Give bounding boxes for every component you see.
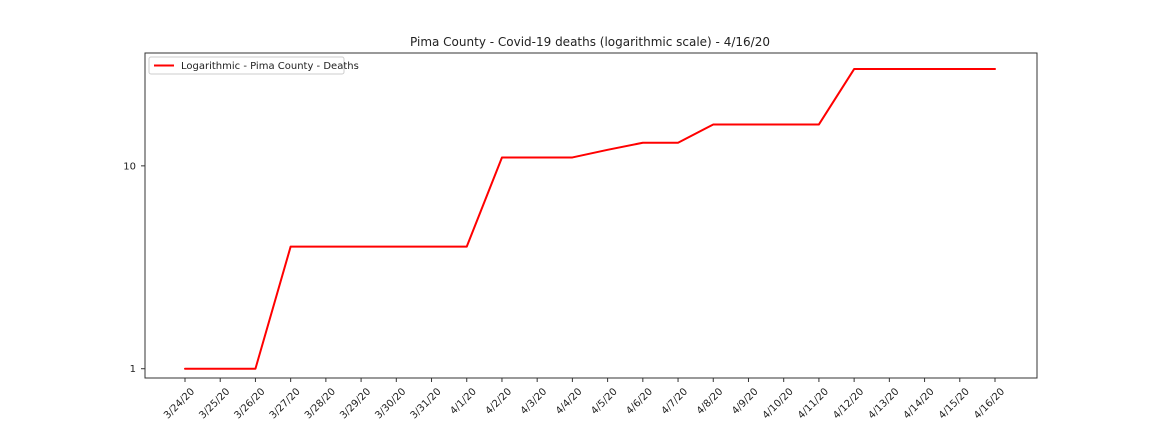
- legend-label: Logarithmic - Pima County - Deaths: [181, 61, 359, 72]
- x-tick-label: 4/12/20: [831, 386, 866, 421]
- x-tick-label: 3/29/20: [338, 386, 373, 421]
- x-tick-label: 3/31/20: [409, 386, 444, 421]
- x-tick-label: 3/26/20: [233, 386, 268, 421]
- chart-title: Pima County - Covid-19 deaths (logarithm…: [410, 35, 770, 49]
- x-tick-label: 4/13/20: [866, 386, 901, 421]
- x-tick-label: 4/15/20: [937, 386, 972, 421]
- x-tick-label: 3/27/20: [268, 386, 303, 421]
- y-tick-label: 1: [130, 364, 136, 375]
- x-tick-label: 4/14/20: [902, 386, 937, 421]
- x-tick-label: 4/7/20: [660, 386, 691, 417]
- x-tick-label: 4/11/20: [796, 386, 831, 421]
- x-tick-label: 4/3/20: [519, 386, 550, 417]
- plot-area: [144, 52, 1038, 379]
- x-tick-label: 4/1/20: [448, 386, 479, 417]
- x-tick-label: 3/30/20: [373, 386, 408, 421]
- x-tick-label: 3/25/20: [197, 386, 232, 421]
- x-tick-label: 4/8/20: [695, 386, 726, 417]
- series-line-deaths: [184, 68, 996, 370]
- x-tick-label: 4/5/20: [589, 386, 620, 417]
- y-tick-label: 10: [123, 161, 136, 172]
- x-tick-label: 4/6/20: [624, 386, 655, 417]
- y-axis: 1 10: [123, 161, 145, 375]
- legend-box: [148, 56, 345, 75]
- x-tick-label: 3/28/20: [303, 386, 338, 421]
- series-layer: [184, 68, 996, 370]
- x-tick-label: 4/16/20: [972, 386, 1007, 421]
- legend: Logarithmic - Pima County - Deaths: [148, 56, 359, 75]
- x-axis: 3/24/20 3/25/20 3/26/20 3/27/20 3/28/20 3/29/…: [162, 378, 1007, 421]
- x-tick-label: 4/10/20: [761, 386, 796, 421]
- x-tick-label: 4/9/20: [730, 386, 761, 417]
- x-tick-label: 4/2/20: [484, 386, 515, 417]
- x-tick-label: 4/4/20: [554, 386, 585, 417]
- x-tick-label: 3/24/20: [162, 386, 197, 421]
